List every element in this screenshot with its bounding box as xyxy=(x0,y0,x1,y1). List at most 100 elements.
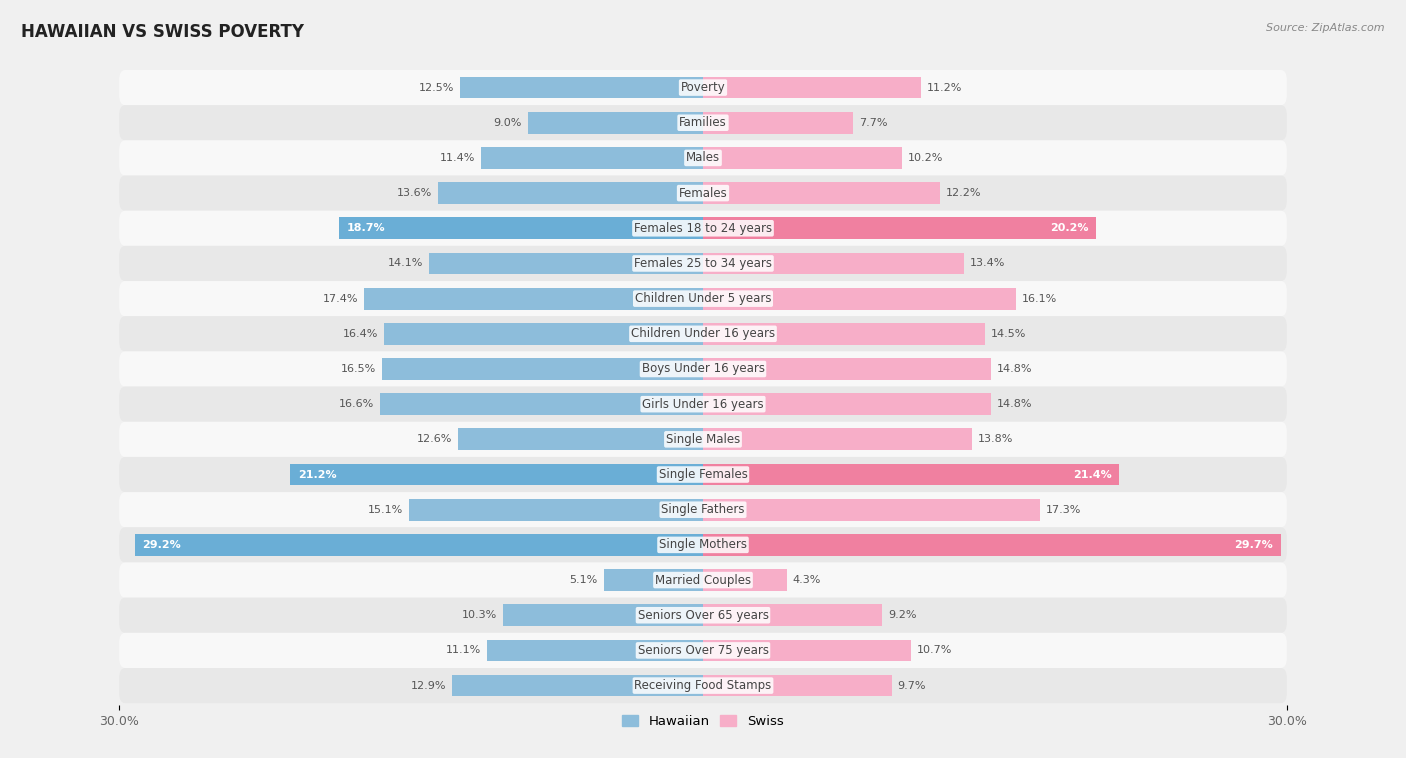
Bar xyxy=(703,182,941,204)
Text: 10.2%: 10.2% xyxy=(907,153,942,163)
FancyBboxPatch shape xyxy=(120,492,1286,528)
Text: 4.3%: 4.3% xyxy=(793,575,821,585)
Text: 13.4%: 13.4% xyxy=(970,258,1005,268)
Bar xyxy=(382,358,703,380)
Text: Receiving Food Stamps: Receiving Food Stamps xyxy=(634,679,772,692)
Bar xyxy=(703,534,1281,556)
Text: 29.2%: 29.2% xyxy=(142,540,181,550)
Text: Single Mothers: Single Mothers xyxy=(659,538,747,551)
FancyBboxPatch shape xyxy=(120,316,1286,352)
Text: 13.6%: 13.6% xyxy=(398,188,433,198)
FancyBboxPatch shape xyxy=(120,105,1286,140)
Text: 16.6%: 16.6% xyxy=(339,399,374,409)
Text: 12.9%: 12.9% xyxy=(411,681,446,691)
Text: Seniors Over 75 years: Seniors Over 75 years xyxy=(637,644,769,657)
Text: 9.0%: 9.0% xyxy=(494,117,522,128)
Text: Males: Males xyxy=(686,152,720,164)
Text: 10.3%: 10.3% xyxy=(461,610,496,620)
FancyBboxPatch shape xyxy=(120,668,1286,703)
Text: Single Fathers: Single Fathers xyxy=(661,503,745,516)
Bar xyxy=(481,147,703,169)
Bar xyxy=(703,358,991,380)
Bar xyxy=(380,393,703,415)
Text: 10.7%: 10.7% xyxy=(917,645,952,656)
Text: 13.8%: 13.8% xyxy=(977,434,1012,444)
Bar xyxy=(409,499,703,521)
FancyBboxPatch shape xyxy=(120,597,1286,633)
FancyBboxPatch shape xyxy=(120,457,1286,492)
Bar xyxy=(384,323,703,345)
Text: 14.8%: 14.8% xyxy=(997,364,1032,374)
Text: Boys Under 16 years: Boys Under 16 years xyxy=(641,362,765,375)
Text: 14.8%: 14.8% xyxy=(997,399,1032,409)
Text: Females: Females xyxy=(679,186,727,199)
Text: Females 25 to 34 years: Females 25 to 34 years xyxy=(634,257,772,270)
Bar xyxy=(703,252,963,274)
Bar xyxy=(703,77,921,99)
FancyBboxPatch shape xyxy=(120,633,1286,668)
Text: 20.2%: 20.2% xyxy=(1050,224,1088,233)
FancyBboxPatch shape xyxy=(120,387,1286,421)
Bar xyxy=(703,428,972,450)
Text: 14.1%: 14.1% xyxy=(388,258,423,268)
Bar xyxy=(703,499,1039,521)
FancyBboxPatch shape xyxy=(120,562,1286,597)
Bar xyxy=(703,675,891,697)
Text: 21.4%: 21.4% xyxy=(1073,469,1112,480)
Text: 29.7%: 29.7% xyxy=(1234,540,1274,550)
Bar xyxy=(703,112,853,133)
Text: 16.4%: 16.4% xyxy=(343,329,378,339)
Text: 17.4%: 17.4% xyxy=(323,293,359,304)
Bar xyxy=(703,464,1119,485)
Text: Girls Under 16 years: Girls Under 16 years xyxy=(643,398,763,411)
Bar xyxy=(703,288,1017,309)
Text: 15.1%: 15.1% xyxy=(368,505,404,515)
Text: Married Couples: Married Couples xyxy=(655,574,751,587)
Bar xyxy=(703,393,991,415)
Text: Children Under 16 years: Children Under 16 years xyxy=(631,327,775,340)
Text: 9.7%: 9.7% xyxy=(897,681,927,691)
Text: Seniors Over 65 years: Seniors Over 65 years xyxy=(637,609,769,622)
FancyBboxPatch shape xyxy=(120,246,1286,281)
Bar xyxy=(291,464,703,485)
Bar xyxy=(703,640,911,661)
Text: Single Males: Single Males xyxy=(666,433,740,446)
FancyBboxPatch shape xyxy=(120,528,1286,562)
Text: 11.1%: 11.1% xyxy=(446,645,481,656)
Text: Poverty: Poverty xyxy=(681,81,725,94)
Text: 7.7%: 7.7% xyxy=(859,117,887,128)
Text: 14.5%: 14.5% xyxy=(991,329,1026,339)
Bar xyxy=(439,182,703,204)
Text: 21.2%: 21.2% xyxy=(298,469,337,480)
Legend: Hawaiian, Swiss: Hawaiian, Swiss xyxy=(617,709,789,733)
FancyBboxPatch shape xyxy=(120,176,1286,211)
Text: Females 18 to 24 years: Females 18 to 24 years xyxy=(634,222,772,235)
FancyBboxPatch shape xyxy=(120,421,1286,457)
Text: 9.2%: 9.2% xyxy=(887,610,917,620)
Text: HAWAIIAN VS SWISS POVERTY: HAWAIIAN VS SWISS POVERTY xyxy=(21,23,304,41)
Text: Families: Families xyxy=(679,116,727,130)
Bar xyxy=(502,604,703,626)
Text: Source: ZipAtlas.com: Source: ZipAtlas.com xyxy=(1267,23,1385,33)
Text: 12.6%: 12.6% xyxy=(416,434,451,444)
Bar xyxy=(703,604,882,626)
FancyBboxPatch shape xyxy=(120,211,1286,246)
Text: Single Females: Single Females xyxy=(658,468,748,481)
Bar xyxy=(486,640,703,661)
Text: 12.2%: 12.2% xyxy=(946,188,981,198)
Bar xyxy=(703,147,901,169)
FancyBboxPatch shape xyxy=(120,70,1286,105)
Text: 11.4%: 11.4% xyxy=(440,153,475,163)
Bar xyxy=(603,569,703,591)
Text: 18.7%: 18.7% xyxy=(347,224,385,233)
Text: 5.1%: 5.1% xyxy=(569,575,598,585)
Bar xyxy=(703,323,986,345)
Bar xyxy=(364,288,703,309)
FancyBboxPatch shape xyxy=(120,281,1286,316)
Text: 11.2%: 11.2% xyxy=(927,83,962,92)
Bar xyxy=(339,218,703,240)
Bar xyxy=(527,112,703,133)
FancyBboxPatch shape xyxy=(120,352,1286,387)
Bar xyxy=(429,252,703,274)
Bar xyxy=(703,218,1097,240)
